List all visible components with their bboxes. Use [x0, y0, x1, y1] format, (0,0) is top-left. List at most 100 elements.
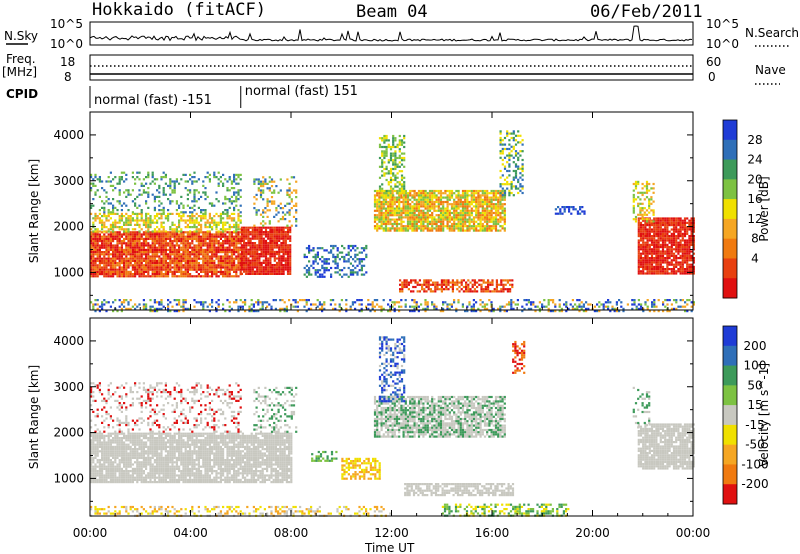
heatmap-cell — [112, 212, 115, 215]
heatmap-cell — [237, 212, 240, 215]
heatmap-cell — [483, 209, 487, 212]
heatmap-cell — [389, 218, 392, 221]
heatmap-cell — [424, 189, 427, 193]
heatmap-cell — [305, 303, 308, 306]
heatmap-cell — [525, 303, 528, 306]
heatmap-cell — [358, 299, 361, 302]
heatmap-cell — [156, 259, 159, 262]
heatmap-cell — [92, 257, 95, 260]
heatmap-cell — [505, 310, 508, 313]
heatmap-cell — [270, 200, 274, 203]
heatmap-cell — [633, 303, 636, 306]
heatmap-cell — [217, 230, 220, 233]
heatmap-cell — [437, 227, 440, 230]
heatmap-cell — [256, 261, 259, 264]
heatmap-cell — [269, 268, 272, 271]
heatmap-cell — [406, 192, 410, 195]
heatmap-cell — [142, 240, 145, 243]
heatmap-cell — [500, 279, 503, 282]
heatmap-cell — [169, 270, 172, 273]
heatmap-cell — [149, 307, 152, 310]
heatmap-cell — [156, 262, 159, 265]
heatmap-cell — [615, 303, 618, 306]
heatmap-cell — [622, 310, 625, 313]
heatmap-cell — [228, 246, 231, 249]
heatmap-cell — [426, 209, 429, 212]
heatmap-cell — [646, 243, 649, 246]
heatmap-cell — [156, 221, 159, 224]
heatmap-cell — [197, 301, 200, 304]
heatmap-cell — [129, 257, 132, 260]
heatmap-cell — [162, 211, 165, 214]
heatmap-cell — [400, 176, 404, 179]
heatmap-cell — [131, 228, 134, 231]
heatmap-cell — [147, 233, 150, 236]
heatmap-cell — [280, 268, 283, 271]
heatmap-cell — [475, 225, 478, 228]
heatmap-cell — [461, 207, 465, 210]
heatmap-cell — [145, 176, 148, 179]
heatmap-cell — [271, 239, 274, 242]
heatmap-cell — [389, 194, 393, 197]
heatmap-cell — [178, 223, 181, 226]
heatmap-cell — [105, 301, 108, 304]
heatmap-cell — [382, 211, 385, 215]
heatmap-cell — [451, 279, 454, 282]
heatmap-cell — [145, 212, 148, 215]
heatmap-cell — [195, 253, 198, 256]
heatmap-cell — [446, 303, 449, 306]
heatmap-cell — [406, 200, 410, 204]
heatmap-cell — [286, 261, 290, 264]
heatmap-cell — [240, 255, 243, 258]
heatmap-cell — [582, 303, 585, 306]
heatmap-cell — [615, 307, 618, 310]
heatmap-cell — [376, 209, 379, 212]
heatmap-cell — [171, 228, 174, 231]
heatmap-cell — [253, 182, 256, 185]
heatmap-cell — [182, 259, 185, 262]
heatmap-cell — [284, 242, 287, 245]
heatmap-cell — [440, 279, 443, 282]
heatmap-cell — [289, 257, 292, 260]
heatmap-cell — [96, 248, 99, 251]
heatmap-cell — [96, 230, 99, 233]
heatmap-cell — [127, 191, 130, 194]
heatmap-cell — [208, 221, 211, 224]
heatmap-cell — [288, 211, 291, 214]
heatmap-cell — [114, 219, 117, 222]
heatmap-cell — [387, 159, 390, 162]
heatmap-cell — [140, 266, 143, 269]
heatmap-cell — [151, 180, 154, 183]
heatmap-cell — [646, 224, 649, 227]
heatmap-cell — [242, 246, 246, 249]
heatmap-cell — [247, 248, 250, 251]
heatmap-cell — [464, 192, 467, 195]
heatmap-cell — [433, 192, 436, 195]
heatmap-cell — [373, 194, 377, 197]
heatmap-cell — [250, 307, 253, 310]
heatmap-cell — [169, 212, 172, 215]
heatmap-cell — [409, 305, 412, 308]
heatmap-cell — [92, 264, 95, 267]
heatmap-cell — [389, 185, 393, 188]
heatmap-cell — [398, 189, 401, 193]
scatter-region — [637, 217, 695, 275]
heatmap-cell — [158, 270, 161, 273]
heatmap-cell — [164, 193, 167, 196]
heatmap-cell — [411, 225, 414, 228]
heatmap-cell — [219, 262, 222, 265]
heatmap-cell — [271, 253, 274, 256]
heatmap-cell — [492, 203, 495, 206]
heatmap-cell — [514, 139, 518, 142]
heatmap-cell — [217, 259, 220, 262]
heatmap-cell — [510, 132, 513, 135]
heatmap-cell — [226, 242, 229, 245]
heatmap-cell — [235, 264, 238, 267]
heatmap-cell — [90, 273, 93, 276]
heatmap-cell — [182, 305, 185, 308]
heatmap-cell — [503, 209, 506, 212]
heatmap-cell — [271, 272, 274, 275]
heatmap-cell — [129, 259, 132, 262]
heatmap-cell — [255, 209, 258, 212]
heatmap-cell — [369, 310, 372, 313]
